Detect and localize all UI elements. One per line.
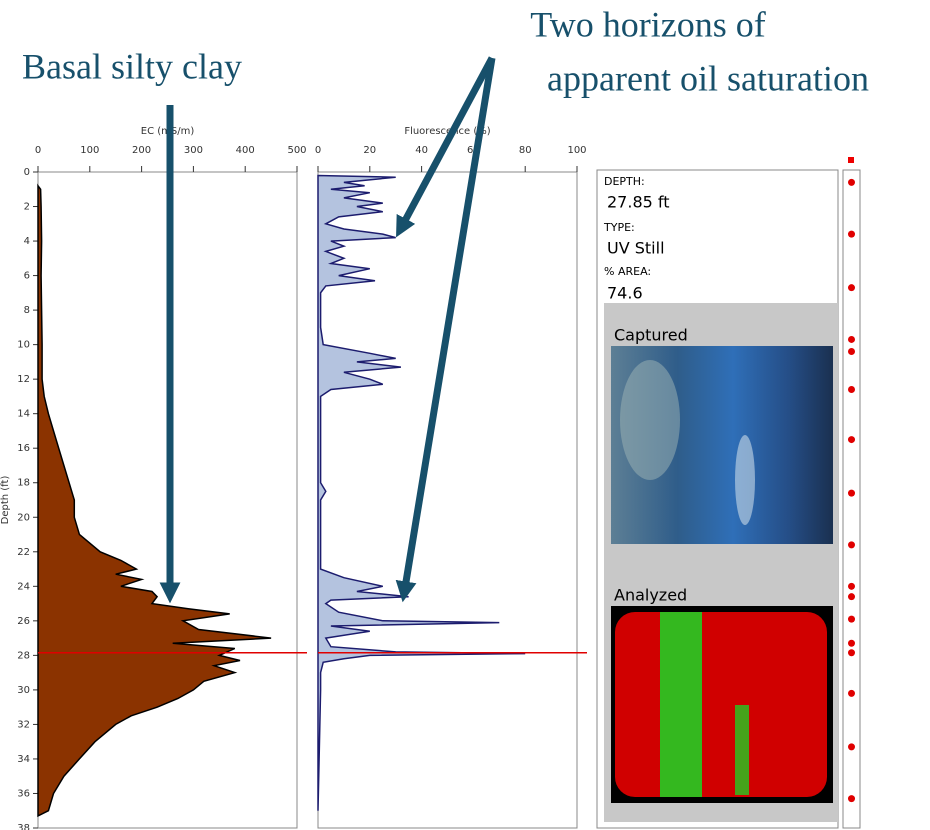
capture-marker	[848, 179, 855, 186]
strip-cap	[848, 157, 854, 163]
label: % AREA:	[604, 265, 651, 278]
y-tick-label: 6	[24, 271, 30, 282]
value: 74.6	[607, 284, 643, 303]
x-tick-label: 0	[315, 145, 321, 156]
label: TYPE:	[603, 221, 635, 234]
y-tick-label: 32	[17, 719, 30, 730]
capture-marker	[848, 583, 855, 590]
image-texture	[620, 360, 680, 480]
y-tick-label: 30	[17, 685, 30, 696]
capture-marker	[848, 649, 855, 656]
capture-marker	[848, 386, 855, 393]
image-texture	[735, 435, 755, 525]
x-tick-label: 500	[287, 145, 306, 156]
x-tick-label: 80	[519, 145, 532, 156]
y-tick-label: 24	[17, 581, 30, 592]
x-tick-label: 40	[415, 145, 428, 156]
y-tick-label: 4	[24, 236, 30, 247]
capture-marker	[848, 231, 855, 238]
y-tick-label: 38	[17, 823, 30, 830]
capture-marker	[848, 690, 855, 697]
x-tick-label: 0	[35, 145, 41, 156]
capture-marker	[848, 743, 855, 750]
marker-strip	[843, 170, 860, 828]
annotation: Basal silty clay	[22, 46, 242, 86]
image-title: Captured	[614, 326, 688, 345]
y-tick-label: 28	[17, 650, 30, 661]
capture-marker	[848, 541, 855, 548]
y-tick-label: 20	[17, 512, 30, 523]
capture-marker	[848, 616, 855, 623]
y-tick-label: 26	[17, 616, 30, 627]
x-tick-label: 100	[567, 145, 586, 156]
image-texture	[615, 612, 827, 797]
x-tick-label: 100	[80, 145, 99, 156]
y-tick-label: 2	[24, 202, 30, 213]
y-tick-label: 14	[17, 409, 30, 420]
capture-marker	[848, 348, 855, 355]
y-axis-label: Depth (ft)	[0, 476, 11, 525]
y-tick-label: 36	[17, 788, 30, 799]
x-tick-label: 400	[236, 145, 255, 156]
capture-marker	[848, 284, 855, 291]
figure: Basal silty clay Two horizons of apparen…	[0, 0, 930, 830]
y-tick-label: 0	[24, 167, 30, 178]
annotation: apparent oil saturation	[547, 58, 869, 98]
y-tick-label: 34	[17, 754, 30, 765]
value: UV Still	[607, 239, 665, 258]
annotation: Two horizons of	[530, 4, 765, 44]
y-tick-label: 22	[17, 547, 30, 558]
y-tick-label: 10	[17, 340, 30, 351]
capture-marker	[848, 336, 855, 343]
x-tick-label: 300	[184, 145, 203, 156]
image-panel: DEPTH: 27.85 ft TYPE: UV Still % AREA: 7…	[597, 157, 860, 828]
capture-marker	[848, 436, 855, 443]
image-texture	[660, 612, 702, 797]
x-tick-label: 20	[363, 145, 376, 156]
capture-marker	[848, 795, 855, 802]
capture-marker	[848, 593, 855, 600]
y-tick-label: 12	[17, 374, 30, 385]
y-tick-label: 8	[24, 305, 30, 316]
capture-marker	[848, 490, 855, 497]
capture-marker	[848, 640, 855, 647]
label: DEPTH:	[604, 175, 645, 188]
value: 27.85 ft	[607, 193, 670, 212]
image-texture	[735, 705, 749, 795]
image-title: Analyzed	[614, 586, 687, 605]
y-tick-label: 18	[17, 478, 30, 489]
x-tick-label: 200	[132, 145, 151, 156]
y-tick-label: 16	[17, 443, 30, 454]
